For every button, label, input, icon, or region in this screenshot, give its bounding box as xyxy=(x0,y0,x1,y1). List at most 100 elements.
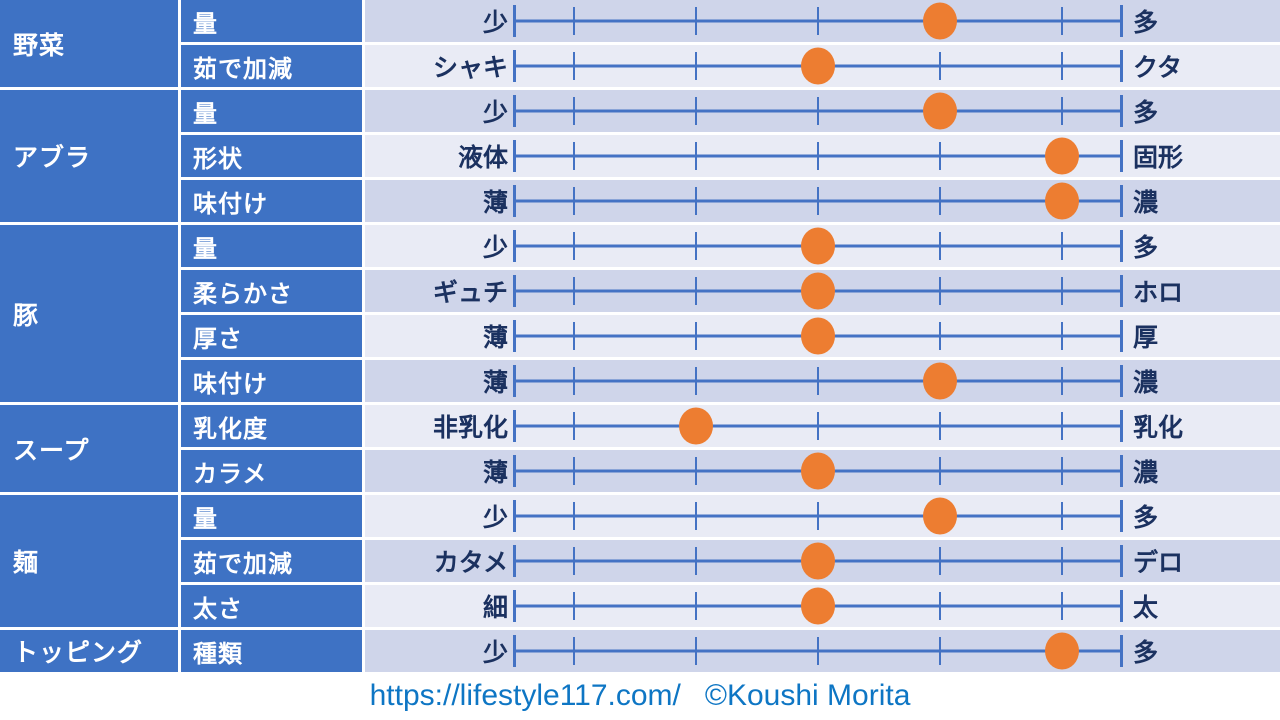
scale-end-bar xyxy=(513,455,516,487)
scale-left-label: 薄 xyxy=(482,459,508,487)
scale-tick xyxy=(939,277,941,305)
scale-tick xyxy=(817,97,819,125)
scale-right-label: 乳化 xyxy=(1133,414,1184,442)
scale-tick xyxy=(695,592,697,620)
scale-tick xyxy=(695,97,697,125)
rating-dot xyxy=(801,587,835,625)
attribute-cell: カラメ xyxy=(181,450,362,492)
scale-right-label: クタ xyxy=(1133,54,1183,82)
scale-end-bar xyxy=(513,320,516,352)
scale-end-bar xyxy=(1120,320,1123,352)
scale-left-label: カタメ xyxy=(433,549,508,577)
rating-row: 細 太 xyxy=(365,585,1280,627)
scale-right-label: 多 xyxy=(1133,504,1159,532)
scale-tick xyxy=(817,637,819,665)
scale-end-bar xyxy=(1120,365,1123,397)
rating-row: 少 多 xyxy=(365,90,1280,132)
scale-end-bar xyxy=(513,275,516,307)
scale-left-label: 薄 xyxy=(482,189,508,217)
attribute-cell: 太さ xyxy=(181,585,362,627)
scale-left-label: 少 xyxy=(482,234,508,262)
rating-dot xyxy=(801,317,835,355)
scale-tick xyxy=(573,547,575,575)
scale-tick xyxy=(573,142,575,170)
scale-track xyxy=(513,270,1123,312)
scale-tick xyxy=(939,457,941,485)
scale-right-label: 厚 xyxy=(1133,324,1159,352)
scale-end-bar xyxy=(513,50,516,82)
scale-tick xyxy=(695,232,697,260)
scale-right-label: 濃 xyxy=(1133,189,1159,217)
scale-tick xyxy=(939,547,941,575)
scale-tick xyxy=(573,187,575,215)
scale-tick xyxy=(573,637,575,665)
scale-track xyxy=(513,360,1123,402)
rating-row: 少 多 xyxy=(365,630,1280,672)
scale-tick xyxy=(573,277,575,305)
scale-tick xyxy=(573,7,575,35)
footer-credit: ©Koushi Morita xyxy=(704,679,911,712)
scale-end-bar xyxy=(513,635,516,667)
scale-tick xyxy=(817,7,819,35)
scale-end-bar xyxy=(513,545,516,577)
rating-row: 薄 厚 xyxy=(365,315,1280,357)
scale-tick xyxy=(817,142,819,170)
scale-tick xyxy=(939,592,941,620)
scale-tick xyxy=(939,142,941,170)
rating-dot xyxy=(801,452,835,490)
attribute-cell: 量 xyxy=(181,90,362,132)
rating-row: ギュチ ホロ xyxy=(365,270,1280,312)
scale-left-label: 細 xyxy=(482,594,508,622)
scale-end-bar xyxy=(513,185,516,217)
scale-tick xyxy=(817,412,819,440)
scale-end-bar xyxy=(1120,230,1123,262)
scale-track xyxy=(513,45,1123,87)
scale-left-label: 少 xyxy=(482,9,508,37)
scale-tick xyxy=(817,187,819,215)
category-cell-buta: 豚 xyxy=(0,225,178,402)
attribute-cell: 量 xyxy=(181,225,362,267)
scale-end-bar xyxy=(513,365,516,397)
rating-row: 少 多 xyxy=(365,0,1280,42)
scale-left-label: ギュチ xyxy=(432,279,508,307)
scale-tick xyxy=(939,232,941,260)
scale-right-label: 多 xyxy=(1133,234,1159,262)
attribute-cell: 柔らかさ xyxy=(181,270,362,312)
rating-dot xyxy=(1045,182,1079,220)
scale-tick xyxy=(1061,232,1063,260)
scale-end-bar xyxy=(1120,590,1123,622)
scale-tick xyxy=(695,7,697,35)
scale-tick xyxy=(1061,412,1063,440)
scale-track xyxy=(513,540,1123,582)
scale-tick xyxy=(573,97,575,125)
rating-dot xyxy=(801,542,835,580)
footer: https://lifestyle117.com/ ©Koushi Morita xyxy=(0,672,1280,720)
scale-left-label: 薄 xyxy=(482,324,508,352)
scale-end-bar xyxy=(1120,140,1123,172)
scale-tick xyxy=(817,367,819,395)
category-cell-soup: スープ xyxy=(0,405,178,492)
scale-track xyxy=(513,0,1123,42)
scale-tick xyxy=(1061,52,1063,80)
scale-left-label: 液体 xyxy=(457,144,508,172)
category-cell-yasai: 野菜 xyxy=(0,0,178,87)
scale-track xyxy=(513,135,1123,177)
scale-left-label: 薄 xyxy=(482,369,508,397)
attribute-cell: 量 xyxy=(181,0,362,42)
rating-dot xyxy=(923,362,957,400)
scale-tick xyxy=(695,367,697,395)
scale-tick xyxy=(695,52,697,80)
scale-tick xyxy=(573,232,575,260)
scale-tick xyxy=(695,142,697,170)
scale-track xyxy=(513,315,1123,357)
rating-row: シャキ クタ xyxy=(365,45,1280,87)
scale-track xyxy=(513,225,1123,267)
scale-tick xyxy=(573,412,575,440)
scale-right-label: 多 xyxy=(1133,99,1159,127)
rating-dot xyxy=(679,407,713,445)
scale-tick xyxy=(573,52,575,80)
scale-tick xyxy=(1061,277,1063,305)
scale-tick xyxy=(939,52,941,80)
scale-tick xyxy=(573,322,575,350)
scale-right-label: ホロ xyxy=(1133,279,1184,307)
